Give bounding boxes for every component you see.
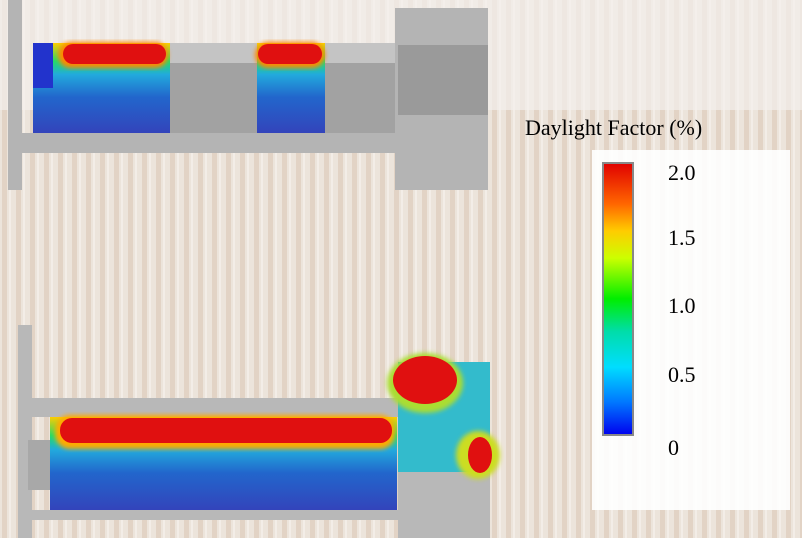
- legend-title: Daylight Factor (%): [525, 115, 702, 140]
- figure: Daylight Factor (%) 2.0 1.5 1.0 0.5 0: [0, 0, 802, 538]
- page: Daylight Factor (%) 2.0 1.5 1.0 0.5 0 ((…: [0, 0, 802, 538]
- tick-label: 1.0: [668, 293, 696, 318]
- color-bar: [603, 163, 633, 435]
- tick-label: 1.5: [668, 225, 696, 250]
- tick-label: 2.0: [668, 160, 696, 185]
- tick-label: 0.5: [668, 362, 696, 387]
- tick-label: 0: [668, 435, 679, 460]
